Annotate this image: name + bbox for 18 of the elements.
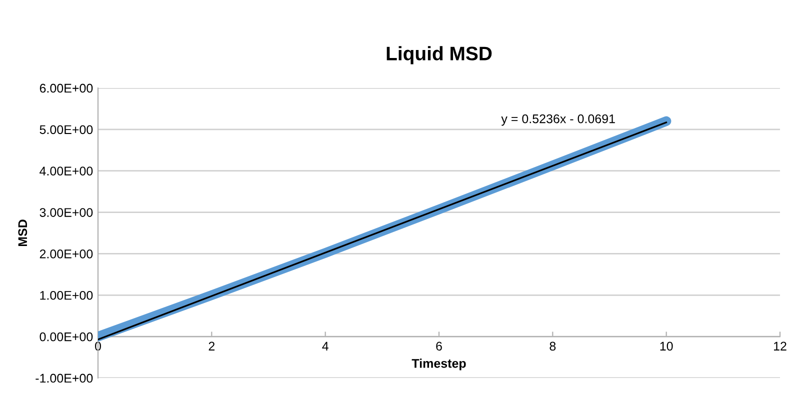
annotation: y = 0.5236x - 0.0691: [501, 114, 615, 126]
chart-title: Liquid MSD: [386, 46, 492, 64]
y-tick-label: -1.00E+00: [36, 374, 93, 383]
x-tick-label: 12: [774, 342, 786, 350]
y-axis-title: MSD: [18, 220, 28, 246]
y-tick-label: 0.00E+00: [40, 332, 93, 342]
x-axis-title: Timestep: [412, 358, 466, 370]
x-tick-label: 6: [436, 342, 442, 351]
y-tick-label: 1.00E+00: [40, 290, 93, 300]
y-tick-label: 2.00E+00: [40, 250, 93, 258]
y-tick-label: 5.00E+00: [40, 125, 93, 134]
x-tick-label: 8: [550, 342, 556, 351]
x-tick-label: 2: [208, 342, 215, 350]
x-tick-label: 10: [660, 342, 673, 351]
x-tick-label: 4: [322, 342, 328, 350]
y-tick-label: 6.00E+00: [40, 84, 93, 93]
y-tick-label: 3.00E+00: [40, 208, 93, 217]
y-tick-label: 4.00E+00: [40, 166, 93, 176]
